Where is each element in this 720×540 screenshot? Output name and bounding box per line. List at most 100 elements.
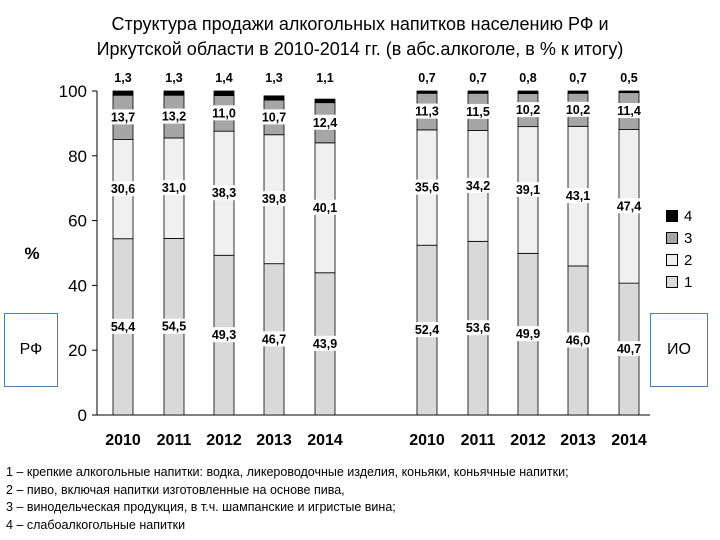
data-label-1: 54,4: [111, 320, 135, 334]
io-region-box: ИО: [650, 313, 708, 387]
data-label-1: 46,7: [262, 332, 286, 346]
bar-segment-4: [112, 90, 134, 96]
legend-label-4: 4: [684, 207, 693, 225]
bar-segment-4: [263, 95, 285, 101]
y-tick-label: 60: [68, 212, 87, 231]
data-label-3: 13,7: [111, 110, 135, 124]
bar-segment-4: [213, 90, 235, 96]
data-label-bg: [257, 109, 291, 125]
x-tick-label: 2012: [510, 432, 546, 449]
chart-title: Структура продажи алкогольных напитков н…: [40, 12, 680, 62]
data-label-2: 30,6: [111, 182, 135, 196]
data-label-4: 0,5: [620, 71, 637, 85]
data-label-1: 53,6: [466, 321, 490, 335]
bar-segment-4: [618, 90, 640, 94]
data-label-1: 52,4: [415, 323, 439, 337]
data-label-bg: [511, 326, 545, 342]
data-label-3: 10,7: [262, 110, 286, 124]
legend-item-1: 1: [666, 271, 706, 293]
data-label-3: 13,2: [162, 110, 186, 124]
y-axis-label: %: [24, 244, 39, 263]
data-label-4: 0,7: [569, 71, 586, 85]
data-label-bg: [308, 335, 342, 351]
data-label-bg: [410, 322, 444, 338]
x-tick-label: 2013: [560, 432, 596, 449]
x-tick-label: 2014: [611, 432, 647, 449]
data-label-4: 1,1: [316, 71, 333, 85]
data-label-bg: [410, 103, 444, 119]
data-label-bg: [106, 318, 140, 334]
data-label-bg: [612, 103, 646, 119]
data-label-bg: [308, 114, 342, 130]
data-label-bg: [461, 103, 495, 119]
x-tick-label: 2011: [157, 432, 192, 449]
data-label-bg: [612, 341, 646, 357]
y-tick-label: 40: [68, 276, 87, 295]
legend-item-4: 4: [666, 205, 706, 227]
data-label-2: 43,1: [566, 189, 590, 203]
chart-title-line-1: Структура продажи алкогольных напитков н…: [111, 14, 609, 34]
data-label-bg: [561, 332, 595, 348]
legend-item-2: 2: [666, 249, 706, 271]
bar-segment-4: [416, 90, 438, 94]
bar-segment-4: [567, 90, 589, 94]
data-label-3: 11,3: [415, 105, 439, 119]
data-label-bg: [612, 198, 646, 214]
legend-swatch-2: [666, 254, 678, 266]
data-label-3: 11,0: [212, 106, 236, 120]
data-label-1: 49,9: [516, 327, 540, 341]
data-label-1: 54,5: [162, 320, 186, 334]
legend-swatch-1: [666, 276, 678, 288]
data-label-2: 39,1: [516, 183, 540, 197]
data-label-1: 40,7: [617, 342, 641, 356]
data-label-3: 11,4: [617, 104, 641, 118]
data-label-1: 43,9: [313, 337, 337, 351]
x-tick-label: 2010: [105, 432, 141, 449]
data-label-bg: [157, 108, 191, 124]
data-label-4: 1,3: [165, 71, 182, 85]
data-label-bg: [308, 199, 342, 215]
data-label-2: 38,3: [212, 186, 236, 200]
data-label-2: 40,1: [313, 201, 337, 215]
data-label-1: 49,3: [212, 328, 236, 342]
legend-swatch-4: [666, 210, 678, 222]
data-label-3: 10,2: [566, 103, 590, 117]
data-label-bg: [561, 188, 595, 204]
data-label-bg: [207, 185, 241, 201]
y-tick-label: 0: [78, 406, 87, 425]
note-1: 1 – крепкие алкогольные напитки: водка, …: [6, 465, 569, 479]
data-label-4: 1,3: [114, 71, 131, 85]
data-label-3: 11,5: [466, 105, 490, 119]
rf-region-box: РФ: [4, 313, 58, 387]
data-label-4: 0,7: [418, 71, 435, 85]
data-label-4: 1,3: [265, 71, 282, 85]
y-tick-label: 100: [59, 82, 87, 101]
y-tick-label: 20: [68, 341, 87, 360]
x-tick-label: 2013: [256, 432, 292, 449]
data-label-bg: [257, 191, 291, 207]
data-label-bg: [561, 101, 595, 117]
legend-label-1: 1: [684, 273, 693, 291]
legend-notes: 1 – крепкие алкогольные напитки: водка, …: [6, 464, 714, 534]
bar-segment-4: [467, 90, 489, 94]
data-label-bg: [106, 181, 140, 197]
chart-legend: 4 3 2 1: [666, 205, 706, 293]
data-label-bg: [257, 331, 291, 347]
chart-title-line-2: Иркутской области в 2010-2014 гг. (в абс…: [96, 39, 624, 59]
data-label-2: 35,6: [415, 181, 439, 195]
data-label-bg: [511, 102, 545, 118]
data-label-1: 46,0: [566, 333, 590, 347]
legend-label-2: 2: [684, 251, 693, 269]
bar-segment-4: [163, 90, 185, 96]
note-2: 2 – пиво, включая напитки изготовленные …: [6, 482, 345, 497]
data-label-3: 10,2: [516, 103, 540, 117]
data-label-3: 12,4: [313, 116, 337, 130]
x-tick-label: 2010: [409, 432, 445, 449]
data-label-2: 47,4: [617, 199, 641, 213]
rf-region-label: РФ: [19, 341, 43, 358]
data-label-2: 31,0: [162, 181, 186, 195]
bar-segment-4: [314, 98, 336, 104]
data-label-4: 0,7: [469, 71, 486, 85]
data-label-2: 34,2: [466, 179, 490, 193]
